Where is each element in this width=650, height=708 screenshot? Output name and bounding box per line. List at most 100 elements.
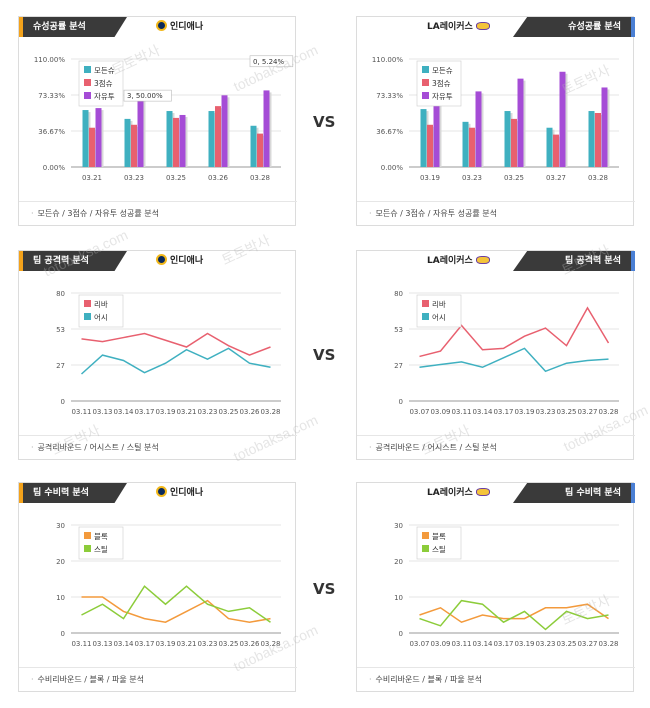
chart-area: 0 27 53 80 03.11 03.13 03.14 03.17 03.19 03.21 03.… bbox=[19, 273, 297, 438]
tooltip-box bbox=[123, 89, 172, 102]
legend-swatch bbox=[84, 545, 91, 552]
x-tick-label: 03.17 bbox=[134, 408, 154, 416]
panel-footer: · 모든슈 / 3점슈 / 자유투 성공률 분석 bbox=[19, 201, 297, 225]
team-name: 인디애나 bbox=[153, 251, 203, 271]
y-tick-label: 80 bbox=[56, 290, 65, 298]
x-tick-label: 03.17 bbox=[493, 408, 513, 416]
y-tick-label: 73.33% bbox=[376, 92, 403, 100]
legend-swatch bbox=[84, 532, 91, 539]
panel-title: 팀 공격력 분석 bbox=[513, 251, 631, 271]
series-line bbox=[419, 347, 609, 373]
x-tick-label: 03.23 bbox=[197, 640, 217, 648]
chart-area: 0 10 20 30 03.11 03.13 03.14 03.17 03.19 03.21 03.… bbox=[19, 505, 297, 670]
x-tick-label: 03.14 bbox=[113, 640, 134, 648]
x-tick-label: 03.14 bbox=[472, 408, 493, 416]
bar bbox=[131, 124, 137, 167]
y-tick-label: 10 bbox=[56, 594, 65, 602]
bar bbox=[559, 71, 566, 167]
legend-label: 자유투 bbox=[94, 92, 115, 101]
panel-footer: · 수비리바운드 / 블록 / 파울 분석 bbox=[357, 667, 635, 691]
series-line bbox=[81, 585, 271, 623]
panel-footer: · 공격리바운드 / 어시스트 / 스틸 분석 bbox=[19, 435, 297, 459]
team-name: LA레이커스 bbox=[427, 483, 493, 503]
legend-label: 모든슈 bbox=[432, 66, 453, 75]
x-tick-label: 03.27 bbox=[577, 640, 597, 648]
bar bbox=[469, 127, 475, 167]
bar bbox=[433, 98, 440, 167]
panel-header: 팀 수비력 분석 인디애나 bbox=[19, 483, 297, 503]
series-line bbox=[80, 347, 271, 375]
y-tick-label: 36.67% bbox=[376, 128, 403, 136]
x-tick-label: 03.28 bbox=[598, 640, 618, 648]
vs-label: VS bbox=[313, 346, 336, 364]
x-tick-label: 03.21 bbox=[176, 408, 196, 416]
team-name: 인디애나 bbox=[153, 483, 203, 503]
footer-text: 모든슈 / 3점슈 / 자유투 성공률 분석 bbox=[37, 209, 159, 218]
bullet-icon: · bbox=[31, 443, 34, 452]
y-tick-label: 0 bbox=[61, 630, 65, 638]
x-tick-label: 03.25 bbox=[556, 640, 576, 648]
y-tick-label: 0.00% bbox=[381, 164, 404, 172]
bullet-icon: · bbox=[369, 675, 372, 684]
footer-text: 공격리바운드 / 어시스트 / 스틸 분석 bbox=[37, 443, 159, 452]
x-tick-label: 03.19 bbox=[420, 174, 440, 182]
x-tick-label: 03.19 bbox=[155, 640, 175, 648]
x-tick-label: 03.09 bbox=[430, 408, 450, 416]
bar bbox=[257, 133, 263, 167]
bar bbox=[553, 134, 559, 167]
tooltip-box bbox=[249, 55, 294, 68]
panel-footer: · 모든슈 / 3점슈 / 자유투 성공률 분석 bbox=[357, 201, 635, 225]
bullet-icon: · bbox=[369, 443, 372, 452]
legend-label: 3점슈 bbox=[94, 78, 113, 88]
y-tick-label: 110.00% bbox=[34, 56, 65, 64]
series-line bbox=[81, 596, 271, 623]
x-tick-label: 03.23 bbox=[197, 408, 217, 416]
chart-svg: 0.00% 36.67% 73.33% 110.00% 03.21 03.23 03.25 0… bbox=[34, 55, 294, 182]
x-tick-label: 03.19 bbox=[514, 408, 534, 416]
header-accent bbox=[631, 483, 635, 503]
x-tick-label: 03.11 bbox=[71, 408, 91, 416]
panel-offense-indiana: 팀 공격력 분석 인디애나 · 공격리바운드 / 어시스트 / 스틸 분석 0 27 53 8… bbox=[18, 250, 297, 460]
bar bbox=[215, 106, 221, 167]
x-tick-label: 03.07 bbox=[409, 408, 429, 416]
panel-title: 슈성공률 분석 bbox=[23, 17, 127, 37]
panel-title: 팀 수비력 분석 bbox=[513, 483, 631, 503]
panel-title: 팀 공격력 분석 bbox=[23, 251, 127, 271]
panel-defense-lakers: 팀 수비력 분석 LA레이커스 · 수비리바운드 / 블록 / 파울 분석 0 10 20 3… bbox=[356, 482, 635, 692]
panel-header: 팀 공격력 분석 LA레이커스 bbox=[357, 251, 635, 271]
x-tick-label: 03.23 bbox=[462, 174, 482, 182]
bullet-icon: · bbox=[31, 209, 34, 218]
chart-area: 0.00% 36.67% 73.33% 110.00% 03.19 03.23 03.25 0… bbox=[357, 39, 635, 204]
x-tick-label: 03.11 bbox=[71, 640, 91, 648]
x-tick-label: 03.11 bbox=[451, 408, 471, 416]
y-tick-label: 30 bbox=[56, 522, 65, 530]
team-label: LA레이커스 bbox=[427, 256, 473, 266]
lakers-logo-icon bbox=[475, 487, 490, 496]
header-accent bbox=[19, 251, 23, 271]
bar bbox=[475, 91, 482, 167]
footer-text: 공격리바운드 / 어시스트 / 스틸 분석 bbox=[375, 443, 497, 452]
bar bbox=[595, 113, 601, 167]
series-line bbox=[81, 332, 271, 356]
series-line bbox=[419, 599, 609, 631]
legend-swatch bbox=[84, 92, 91, 99]
y-tick-label: 110.00% bbox=[372, 56, 403, 64]
footer-text: 수비리바운드 / 블록 / 파울 분석 bbox=[375, 675, 482, 684]
panel-header: 팀 공격력 분석 인디애나 bbox=[19, 251, 297, 271]
x-tick-label: 03.27 bbox=[577, 408, 597, 416]
x-tick-label: 03.09 bbox=[430, 640, 450, 648]
y-tick-label: 0.00% bbox=[43, 164, 66, 172]
legend-label: 스틸 bbox=[432, 545, 446, 554]
legend-swatch bbox=[422, 66, 429, 73]
bar bbox=[89, 127, 95, 167]
bar bbox=[601, 87, 608, 167]
bar bbox=[137, 93, 144, 167]
legend-label: 블록 bbox=[94, 532, 108, 541]
y-tick-label: 53 bbox=[56, 326, 65, 334]
lakers-logo-icon bbox=[475, 255, 490, 264]
bar bbox=[250, 125, 257, 167]
legend-label: 리바 bbox=[432, 299, 446, 309]
pacers-logo-icon bbox=[156, 20, 167, 31]
